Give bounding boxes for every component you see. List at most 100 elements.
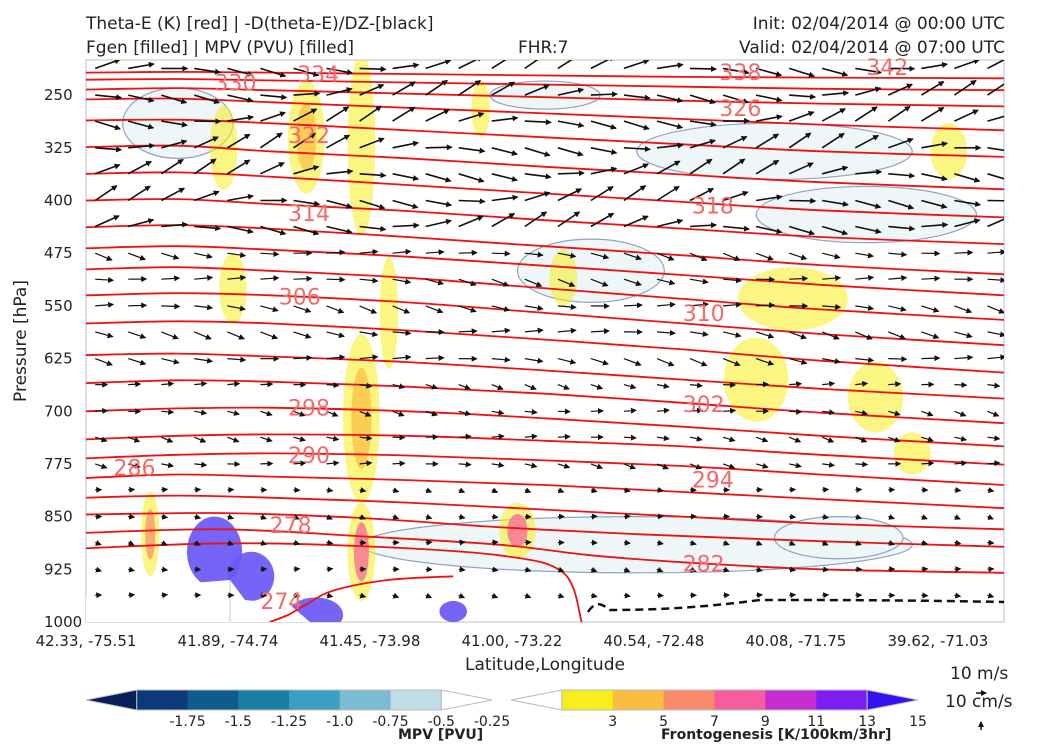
wind-vector-144 [227,193,254,202]
wind-vector-566 [293,592,301,599]
wind-vector-200 [227,252,247,258]
wind-vector-295 [590,328,610,335]
wind-vector-529 [921,539,929,546]
wind-vector-300 [755,331,775,339]
wind-vector-3 [194,67,221,75]
theta-e-label-330: 330 [215,71,257,96]
wind-vector-216 [755,252,774,261]
wind-vector-306 [954,331,973,339]
wind-vector-85 [128,142,156,149]
wind-vector-256 [227,305,246,312]
wind-vector-162 [822,199,849,207]
wind-vector-403 [458,433,472,440]
mpv-colorbar-frame [136,689,442,711]
wind-vector-501 [921,514,928,520]
wind-vector-70 [557,120,585,128]
wind-vector-399 [326,435,340,442]
wind-vector-432 [491,461,505,468]
wind-vector-64 [359,105,382,122]
wind-vector-479 [194,513,202,520]
wind-vector-94 [425,144,453,151]
theta-e-contour-306 [86,406,1004,448]
mpv-colorbar-swatch-1 [136,690,188,710]
wind-vector-107 [854,134,880,149]
wind-vector-433 [524,462,538,469]
title-line2-left: Fgen [filled] | MPV (PVU) [filled] [86,38,355,58]
wind-vector-150 [425,199,453,208]
wind-vector-154 [557,188,583,202]
mpv-colorbar-tick-0: -1.75 [169,714,205,730]
wind-vector-339 [194,380,208,387]
wind-vector-400 [359,434,373,441]
wind-vector-287 [326,331,345,338]
fgen-colorbar-swatch-1 [561,690,614,710]
wind-vector-396 [227,436,240,443]
reference-vector-horizontal: 10 m/s [950,664,1009,684]
wind-vector-32 [227,94,254,103]
wind-vector-307 [987,331,1004,338]
wind-vector-56 [94,120,121,131]
wind-vector-276 [888,305,907,312]
wind-vector-416 [888,436,901,443]
wind-vector-507 [194,540,201,546]
mpv-colorbar-swatch-5 [339,690,391,710]
mpv-colorbar-tick-4: -0.75 [372,714,408,730]
wind-vector-28 [95,94,123,101]
wind-vector-275 [855,304,875,311]
theta-e-contour-290 [86,494,1004,531]
wind-vector-79 [854,106,878,122]
wind-vector-217 [789,252,808,261]
theta-e-label-278: 278 [270,514,312,539]
wind-vector-330 [822,358,841,365]
wind-vector-522 [689,539,697,546]
y-tick-550: 550 [44,297,73,315]
wind-vector-73 [656,120,684,130]
wind-vector-367 [194,409,208,416]
wind-vector-577 [656,592,664,599]
wind-vector-238 [557,278,576,287]
wind-vector-203 [326,249,346,256]
terrain-mask [86,580,310,622]
theta-e-contour-318 [86,292,1004,347]
wind-vector-251 [987,277,1004,284]
wind-vector-469 [789,486,797,493]
x-tick-5: 40.08, -71.75 [745,632,846,650]
wind-vector-17 [656,62,684,70]
wind-vector-91 [326,134,351,149]
fgen-colorbar-extend-left [510,689,563,711]
colorbars: -1.75 -1.5 -1.25 -1.0 -0.75 -0.5 -0.25 3 5 7 9 11 13… [85,689,987,730]
wind-vector-126 [557,170,585,177]
wind-vector-139 [987,173,1004,180]
wind-vector-288 [359,331,379,338]
theta-e-contour-23 [86,70,1004,80]
wind-vector-20 [755,67,783,77]
wind-vector-255 [194,304,214,311]
wind-vector-376 [491,409,505,416]
wind-vector-8 [359,66,387,73]
wind-vector-163 [855,199,882,209]
wind-vector-505 [127,540,135,546]
wind-vector-106 [821,132,845,149]
wind-vector-317 [392,354,412,361]
wind-vector-368 [227,410,240,416]
wind-vector-52 [887,83,913,96]
wind-vector-193 [921,221,949,228]
theta-e-contour-14 [86,245,1004,297]
wind-vector-132 [755,159,780,175]
theta-e-contour-302 [86,433,1004,466]
wind-vector-539 [326,566,334,573]
theta-e-label-318: 318 [692,194,734,219]
wind-vector-325 [656,358,675,367]
wind-vector-81 [920,106,945,122]
wind-vector-446 [954,460,968,467]
wind-vector-508 [227,540,234,546]
wind-vector-550 [689,566,697,573]
fgen-colorbar-frame [561,689,868,711]
wind-vector-299 [722,331,742,338]
wind-vector-186 [689,222,717,229]
wind-vector-427 [326,460,340,467]
fgen-blob-10 [549,249,578,306]
wind-vector-170 [161,221,189,228]
wind-vector-66 [425,108,450,122]
wind-vector-23 [855,67,882,75]
